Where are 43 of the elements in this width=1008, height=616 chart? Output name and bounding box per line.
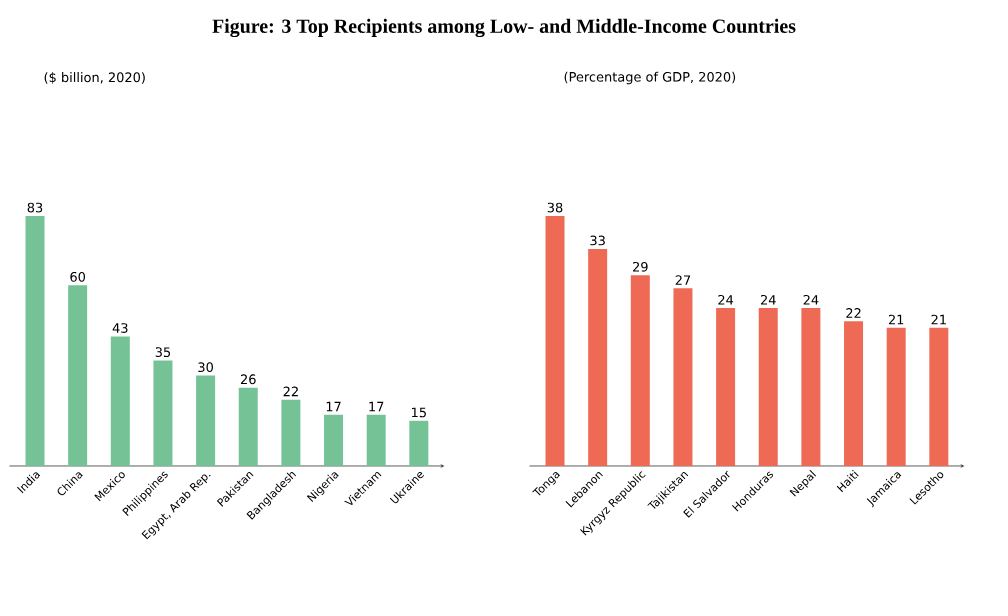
data-label: 17 [369,401,384,412]
bar [25,215,45,466]
data-label: 24 [718,294,734,305]
chart-subtitle: ($ billion, 2020) [44,72,145,84]
data-label: 29 [633,261,648,272]
bar [153,360,173,466]
bar [238,387,258,466]
bar [196,375,216,466]
bar [886,327,906,466]
data-label: 38 [547,202,563,213]
data-label: 33 [590,235,605,246]
bar [716,308,736,466]
data-label: 43 [112,323,128,333]
bar [588,248,608,466]
bar [68,285,88,466]
data-label: 30 [198,362,213,373]
bar [545,215,565,466]
bar [801,308,821,466]
data-label: 27 [675,275,691,285]
data-label: 83 [27,202,43,213]
bar [366,414,386,466]
data-label: 15 [412,407,426,418]
data-label: 21 [888,314,904,325]
data-label: 17 [326,401,341,412]
bar [409,420,429,466]
data-label: 60 [70,271,86,282]
bar [673,288,693,466]
data-label: 24 [760,294,776,305]
bar [844,321,864,466]
chart-subtitle: (Percentage of GDP, 2020) [564,71,736,85]
bar [929,327,949,466]
bar [758,308,778,466]
bar [324,414,344,466]
data-label: 22 [846,308,861,318]
data-label: 26 [240,374,256,385]
text: Figure: 3 Top Recipients among Low- and Middle-Income Countries [212,18,796,38]
bar [630,275,650,466]
data-label: 24 [803,294,819,305]
bar [281,399,301,466]
data-label: 35 [155,347,171,358]
data-label: 21 [931,314,946,325]
data-label: 22 [283,386,298,397]
bar [110,336,130,466]
